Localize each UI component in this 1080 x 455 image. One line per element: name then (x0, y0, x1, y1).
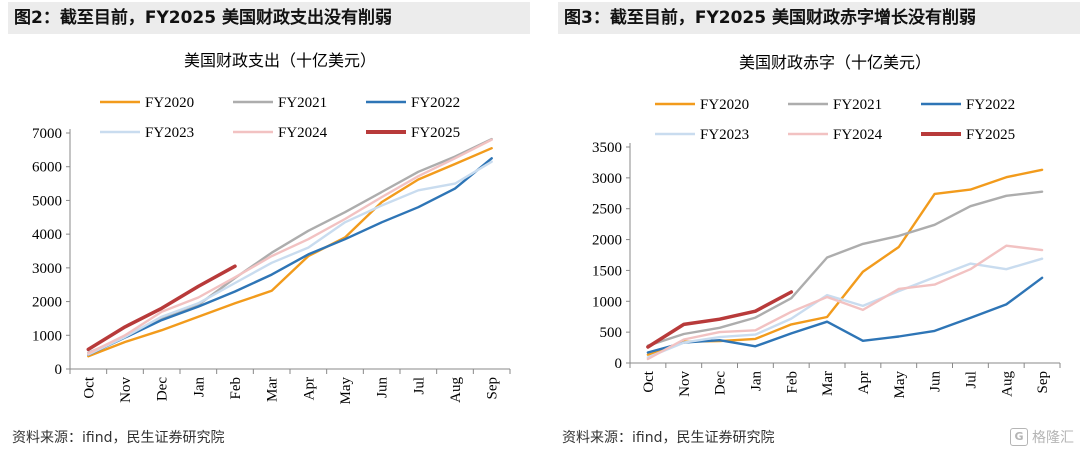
chart-panel-spending: 图2：截至目前，FY2025 美国财政支出没有削弱 美国财政支出（十亿美元） 0 1… (0, 0, 530, 455)
chart-title: 美国财政赤字（十亿美元） (739, 53, 931, 72)
legend-label: FY2021 (278, 95, 327, 111)
series-line-fy2024 (87, 138, 493, 355)
legend-label: FY2022 (411, 95, 460, 111)
y-tick-label: 1500 (592, 263, 622, 279)
deficit-chart: 美国财政赤字（十亿美元） 0 500 1000 1500 2000 2500 3000 3500… (592, 53, 1061, 399)
y-tick-label: 1000 (592, 294, 622, 310)
x-tick-label: Jun (375, 377, 391, 398)
legend-label: FY2023 (145, 125, 194, 141)
legend-label: FY2024 (833, 127, 883, 143)
chart-title: 美国财政支出（十亿美元） (184, 51, 376, 70)
series-line-fy2024 (646, 244, 1044, 361)
watermark-logo-icon: G (1010, 428, 1028, 446)
x-tick-label: Nov (677, 371, 693, 397)
y-tick-label: 2500 (592, 202, 622, 218)
x-tick-label: Dec (155, 377, 171, 401)
x-tick-label: Jan (191, 377, 207, 397)
x-tick-label: Jul (963, 371, 979, 389)
legend-label: FY2021 (833, 97, 882, 113)
x-tick-label: Apr (856, 371, 872, 394)
x-tick-label: Feb (228, 377, 244, 400)
series-line-fy2022 (646, 276, 1044, 354)
y-tick-label: 4000 (32, 227, 62, 243)
y-tick-label: 0 (55, 362, 63, 378)
y-tick-label: 7000 (32, 126, 62, 142)
series-line-fy2023 (646, 257, 1044, 359)
spending-chart: 美国财政支出（十亿美元） 0 1000 2000 3000 4000 5000 6000 700… (32, 51, 511, 405)
series-line-fy2025 (86, 264, 237, 352)
source-note: 资料来源：ifind，民生证券研究院 (562, 430, 775, 446)
source-note: 资料来源：ifind，民生证券研究院 (12, 430, 225, 446)
x-tick-label: Sep (485, 377, 501, 400)
legend-label: FY2025 (966, 127, 1015, 143)
series-line-fy2023 (87, 160, 493, 356)
y-tick-label: 500 (600, 325, 623, 341)
y-tick-label: 2000 (592, 233, 622, 249)
chart-panel-deficit: 图3：截至目前，FY2025 美国财政赤字增长没有削弱 美国财政赤字（十亿美元）… (550, 0, 1080, 455)
x-tick-label: Jan (748, 371, 764, 391)
figure-header: 图2：截至目前，FY2025 美国财政支出没有削弱 (8, 2, 530, 34)
x-tick-label: Mar (265, 377, 281, 402)
x-tick-label: Aug (448, 377, 464, 403)
y-tick-label: 5000 (32, 193, 62, 209)
legend-label: FY2020 (145, 95, 194, 111)
watermark-text: 格隆汇 (1032, 430, 1074, 446)
series-line-fy2020 (87, 146, 493, 358)
legend-label: FY2023 (700, 127, 749, 143)
legend-label: FY2024 (278, 125, 328, 141)
x-tick-label: May (338, 377, 354, 405)
y-tick-label: 1000 (32, 328, 62, 344)
x-tick-label: Apr (301, 377, 317, 400)
y-tick-label: 6000 (32, 160, 62, 176)
x-tick-label: Dec (713, 371, 729, 395)
x-tick-label: Aug (999, 371, 1015, 397)
series-line-fy2021 (646, 190, 1044, 347)
x-tick-label: Oct (81, 376, 97, 398)
x-tick-label: Feb (784, 371, 800, 394)
y-tick-label: 3000 (592, 171, 622, 187)
x-tick-label: Sep (1035, 371, 1051, 394)
legend-label: FY2020 (700, 97, 749, 113)
y-tick-label: 3000 (32, 261, 62, 277)
watermark: G 格隆汇 (1010, 427, 1074, 447)
x-tick-label: Jun (928, 371, 944, 392)
x-tick-label: Mar (820, 371, 836, 396)
legend-label: FY2025 (411, 125, 460, 141)
series-line-fy2025 (646, 290, 794, 349)
y-tick-label: 2000 (32, 295, 62, 311)
series-line-fy2022 (87, 157, 493, 356)
x-tick-label: Jul (411, 377, 427, 395)
y-tick-label: 3500 (592, 140, 622, 156)
x-tick-label: Nov (118, 377, 134, 403)
series-line-fy2021 (87, 137, 493, 354)
x-tick-label: Oct (641, 370, 657, 392)
legend-label: FY2022 (966, 97, 1015, 113)
figure-header: 图3：截至目前，FY2025 美国财政赤字增长没有削弱 (558, 2, 1080, 34)
y-tick-label: 0 (615, 356, 623, 372)
x-tick-label: May (892, 371, 908, 399)
